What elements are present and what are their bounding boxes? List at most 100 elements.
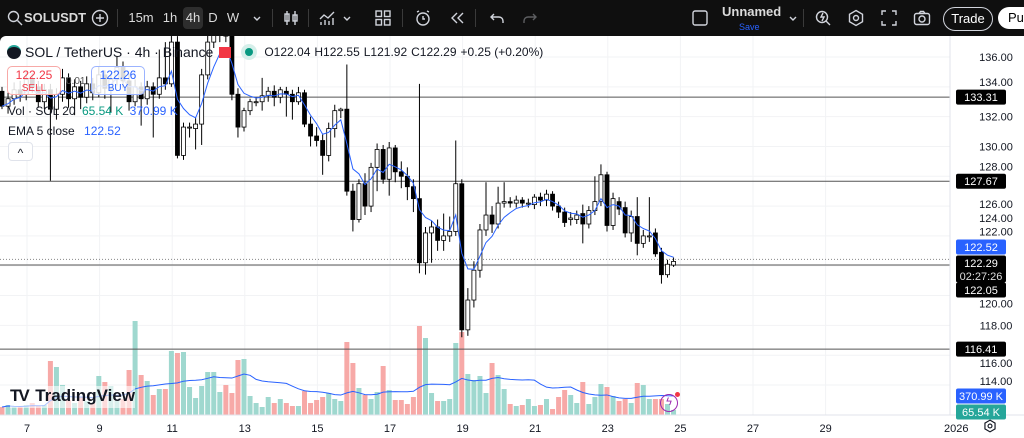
candle-body: [477, 229, 483, 271]
candle-body: [513, 199, 519, 204]
volume-bar: [156, 389, 162, 415]
candle-body: [314, 135, 320, 141]
fullscreen-icon[interactable]: [880, 9, 898, 27]
publish-button[interactable]: Pu: [998, 7, 1024, 29]
candle-body: [380, 149, 386, 180]
layout-grid-icon[interactable]: [374, 9, 392, 27]
ema-legend[interactable]: EMA 5 close 122.52: [8, 124, 121, 138]
candle: [604, 171, 610, 232]
symbol-search-button[interactable]: SOLUSDT: [24, 10, 87, 25]
candle-body: [374, 149, 380, 168]
sell-button[interactable]: 122.25 SELL: [7, 66, 61, 95]
candle: [168, 36, 174, 87]
time-axis: [0, 415, 1024, 438]
candle-body: [519, 199, 525, 204]
candle: [556, 201, 561, 219]
price-tick-label: 114.00: [980, 376, 1013, 388]
symbol-title: SOL / TetherUS · 4h · Binance: [25, 44, 214, 60]
volume-bar: [241, 359, 247, 415]
candle-body: [247, 101, 253, 112]
alert-icon[interactable]: [414, 9, 432, 27]
candle: [362, 173, 368, 216]
redo-icon[interactable]: [521, 9, 539, 27]
volume-bar: [610, 396, 616, 415]
candle-body: [386, 147, 392, 180]
candle: [550, 191, 555, 211]
price-chart[interactable]: 7 9 11 13 15 17 19 21 23 25 27 29 2026 114.00 116.00 11…: [0, 36, 1024, 438]
flag-icon[interactable]: [219, 46, 232, 58]
candle-body: [326, 128, 332, 156]
volume-bar: [477, 376, 483, 415]
ema-label: EMA 5 close: [8, 124, 75, 138]
volume-bar: [181, 352, 186, 415]
chevron-down-icon[interactable]: [248, 9, 266, 27]
price-label-text: 133.31: [964, 92, 998, 104]
settings-icon[interactable]: [983, 419, 997, 433]
volume-bar: [314, 400, 320, 415]
divider: [117, 9, 118, 27]
volume-bar: [283, 403, 289, 415]
chart-panel[interactable]: 7 9 11 13 15 17 19 21 23 25 27 29 2026 114.00 116.00 11…: [0, 36, 1024, 438]
volume-bar: [392, 400, 398, 415]
trade-button[interactable]: Trade: [943, 7, 993, 31]
settings-icon[interactable]: [847, 9, 865, 27]
volume-legend[interactable]: Vol · SOL 20 65.54 K 370.99 K: [8, 104, 178, 118]
layout-name[interactable]: Unnamed: [722, 4, 782, 19]
candle-body: [622, 207, 628, 234]
volume-bar: [162, 389, 168, 415]
buy-price: 122.26: [99, 68, 137, 82]
save-link[interactable]: Save: [739, 22, 760, 32]
volume-bar: [550, 409, 556, 415]
volume-bar: [23, 405, 29, 415]
candle-body: [320, 140, 326, 156]
candle: [646, 197, 652, 242]
volume-bar: [574, 403, 580, 415]
volume-bar: [447, 399, 453, 415]
divider: [402, 9, 403, 27]
quick-search-icon[interactable]: [814, 9, 832, 27]
candle-body: [598, 174, 604, 203]
search-icon[interactable]: [6, 9, 24, 27]
interval-1h[interactable]: 1h: [162, 10, 178, 25]
candle: [211, 36, 217, 49]
checkbox-icon[interactable]: [691, 9, 709, 27]
chevron-down-icon[interactable]: [338, 9, 356, 27]
interval-15m[interactable]: 15m: [128, 10, 154, 25]
collapse-legend-button[interactable]: ^: [8, 142, 33, 161]
price-tick-label: 124.00: [979, 213, 1013, 225]
volume-bar: [531, 406, 537, 415]
candle: [187, 122, 192, 138]
volume-bar: [277, 399, 283, 415]
candle-body: [398, 171, 404, 177]
volume-bar: [374, 392, 380, 415]
volume-bar: [525, 399, 531, 415]
volume-bar: [0, 407, 5, 415]
volume-bar: [356, 388, 362, 415]
lightning-icon[interactable]: ϟ: [660, 392, 680, 412]
candle-body: [538, 196, 543, 201]
time-tick-label: 25: [674, 423, 686, 435]
chevron-down-icon[interactable]: [784, 9, 802, 27]
replay-icon[interactable]: [448, 9, 466, 27]
interval-w[interactable]: W: [226, 10, 240, 25]
volume-bar: [289, 406, 295, 415]
interval-d[interactable]: D: [208, 10, 218, 25]
volume-bar: [598, 384, 604, 415]
volume-bar: [501, 389, 507, 415]
time-tick-label: 23: [602, 423, 614, 435]
add-symbol-icon[interactable]: [91, 9, 109, 27]
interval-4h[interactable]: 4h: [183, 7, 203, 29]
candles-icon[interactable]: [282, 9, 300, 27]
candle-body: [459, 183, 465, 331]
volume-ma-value: 370.99 K: [129, 104, 178, 118]
candle-body: [423, 232, 428, 264]
undo-icon[interactable]: [488, 9, 506, 27]
candle: [640, 229, 646, 248]
buy-button[interactable]: 122.26 BUY: [91, 66, 145, 95]
candle: [380, 144, 386, 184]
camera-icon[interactable]: [913, 9, 931, 27]
indicators-icon[interactable]: [318, 9, 336, 27]
tradingview-logo: TV TradingView: [10, 386, 136, 408]
candle-body: [356, 183, 362, 220]
candle: [477, 223, 483, 278]
